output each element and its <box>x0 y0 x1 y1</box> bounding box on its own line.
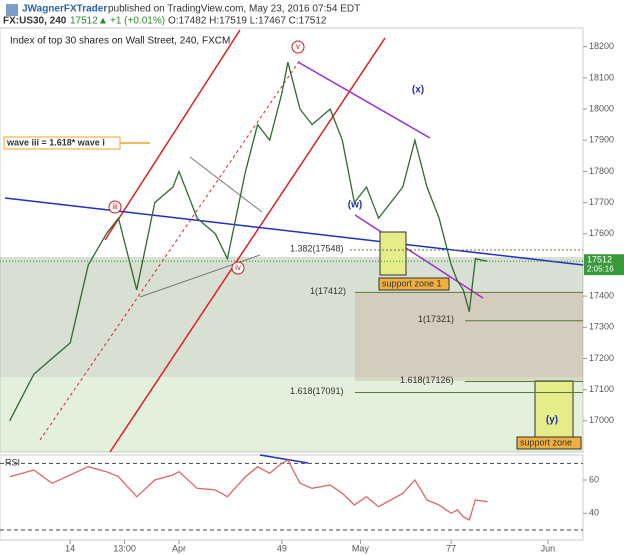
channel-line <box>104 29 241 241</box>
y-tick-label: 17700 <box>589 197 614 207</box>
wedge-line <box>354 214 484 299</box>
series-line <box>9 62 488 422</box>
x-tick-label: 13:00 <box>113 543 136 553</box>
wave-label: (x) <box>412 85 424 96</box>
fib-label: 1.618(17091) <box>290 386 344 396</box>
price-tag <box>584 254 624 276</box>
y-tick-label: 17300 <box>589 322 614 332</box>
x-tick-label: Apr <box>172 543 186 553</box>
fib-label: 1.618(17126) <box>400 375 454 385</box>
channel-line <box>39 59 301 441</box>
wedge-line <box>297 61 431 139</box>
y-tick-label: 17400 <box>589 290 614 300</box>
fib-label: 1(17321) <box>418 314 454 324</box>
change: +1 (+0.01%) <box>110 16 165 27</box>
y-tick-label: 17000 <box>589 415 614 425</box>
x-tick-label: 14 <box>65 543 75 553</box>
y-tick-label: 18000 <box>589 103 614 113</box>
ohlc: O:17482 H:17519 L:17467 C:17512 <box>168 16 327 27</box>
channel-line <box>109 37 386 453</box>
published: published on TradingView.com, May 23, 20… <box>108 4 360 15</box>
zone-shade <box>0 377 583 452</box>
zone-label: support zone <box>520 437 572 447</box>
note: wave iii = 1.618* wave i <box>6 137 105 147</box>
drawings <box>4 29 584 464</box>
x-tick-label: 49 <box>277 543 287 553</box>
y-tick-label: 18100 <box>589 72 614 82</box>
symbol: FX:US30, 240 <box>3 16 67 27</box>
x-tick-label: 77 <box>446 543 456 553</box>
wave-label: (w) <box>348 200 362 211</box>
support-box <box>379 231 407 276</box>
y-tick-label: 40 <box>589 508 599 518</box>
y-tick-label: 17600 <box>589 228 614 238</box>
support-box <box>534 380 574 438</box>
rsi-title: RSI <box>5 457 20 467</box>
rsi-divergence <box>259 454 309 464</box>
wave-label: (y) <box>546 415 558 426</box>
x-tick-label: May <box>352 543 370 553</box>
triangle-line <box>189 156 263 213</box>
countdown: 2:05:16 <box>587 264 614 273</box>
wave-marker <box>291 40 305 54</box>
fib-label: 1.382(17548) <box>290 243 344 253</box>
trend-line <box>4 197 584 266</box>
y-tick-label: 18200 <box>589 41 614 51</box>
y-tick-label: 17800 <box>589 166 614 176</box>
zone-shade <box>355 293 583 381</box>
label-bg <box>378 277 450 291</box>
avatar <box>6 4 18 16</box>
last: 17512 <box>70 16 98 27</box>
y-tick-label: 17200 <box>589 353 614 363</box>
series-line <box>9 459 488 521</box>
zone-label: support zone 1 <box>382 278 442 288</box>
fib-label: 1(17412) <box>310 286 346 296</box>
wave-label: v <box>296 42 300 51</box>
author[interactable]: JWagnerFXTrader <box>22 4 107 15</box>
y-tick-label: 60 <box>589 474 599 484</box>
y-tick-label: 17100 <box>589 384 614 394</box>
x-tick-label: Jun <box>541 543 556 553</box>
y-tick-label: 17900 <box>589 135 614 145</box>
label-bg <box>3 136 121 150</box>
wave-marker <box>231 261 245 275</box>
wave-label: iii <box>112 202 118 211</box>
wave-label: iv <box>235 263 241 272</box>
chart-title: Index of top 30 shares on Wall Street, 2… <box>10 36 230 47</box>
wave-marker <box>108 200 122 214</box>
price-tag-label: 17512 <box>587 255 612 265</box>
arrow: ▲ <box>98 16 108 27</box>
zone-shade <box>0 257 583 377</box>
label-bg <box>516 436 582 450</box>
